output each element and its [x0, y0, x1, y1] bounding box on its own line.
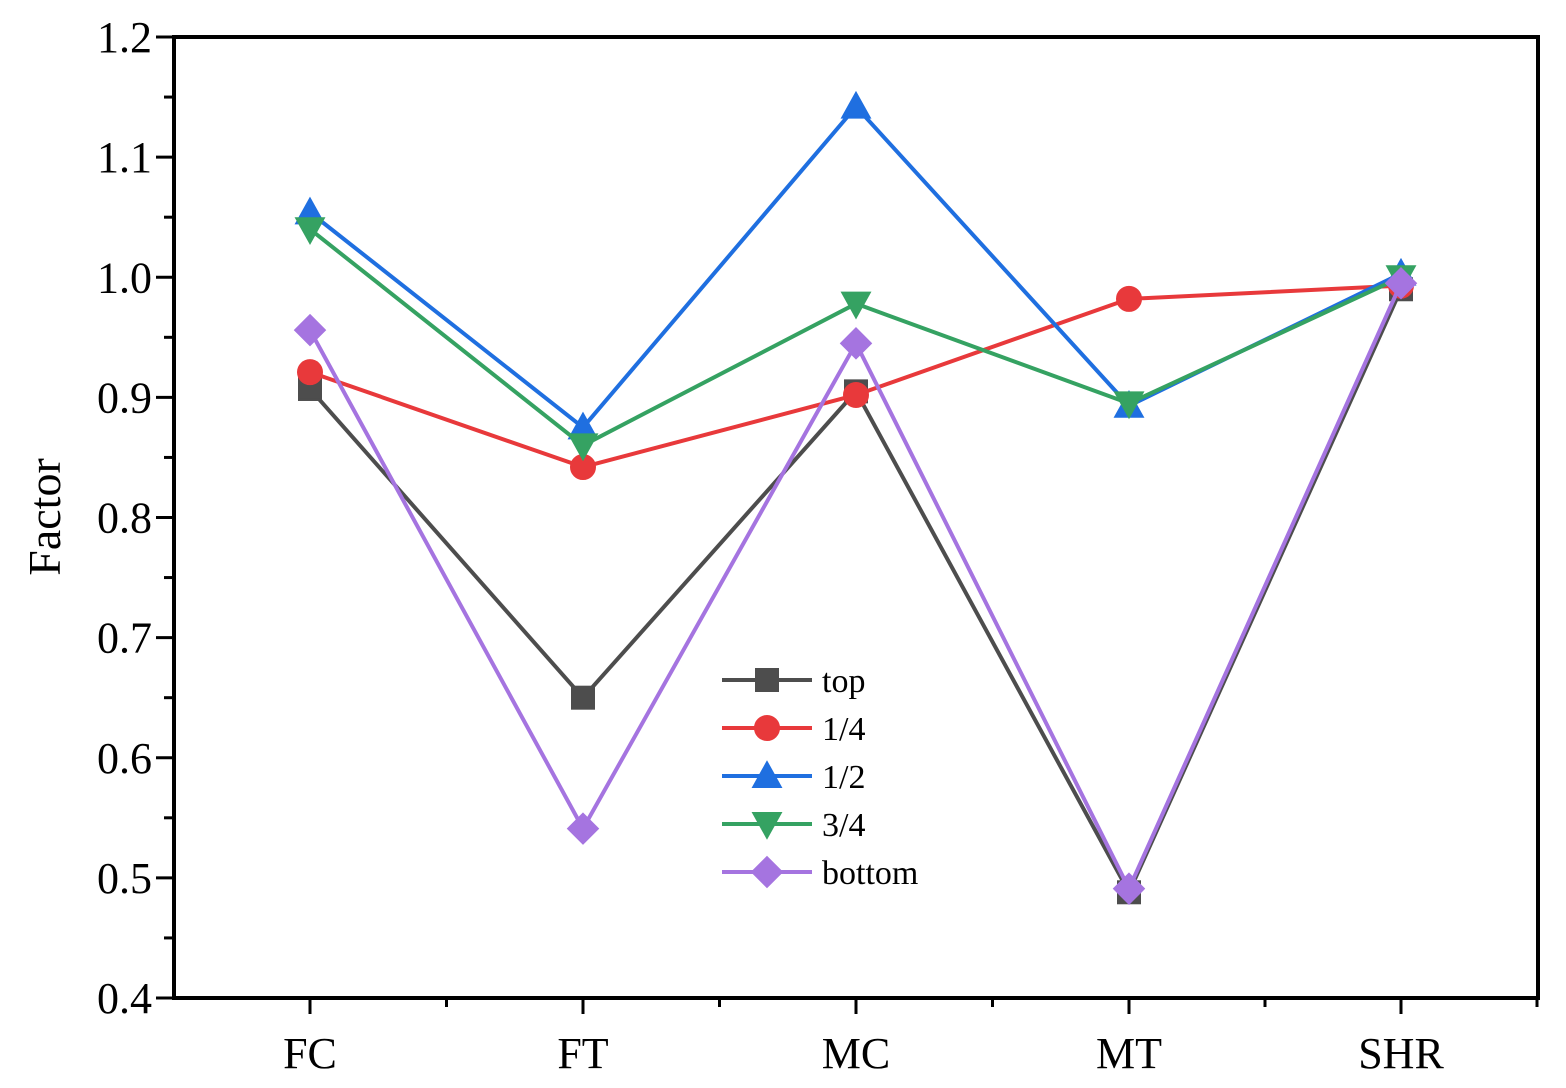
legend-marker — [751, 760, 783, 788]
legend-item: 1/2 — [722, 759, 865, 796]
legend-label: 3/4 — [822, 807, 865, 844]
data-point — [566, 812, 600, 845]
data-point — [297, 359, 323, 386]
legend-marker — [751, 812, 783, 840]
data-point — [293, 313, 327, 347]
y-axis-title: Factor — [19, 458, 70, 576]
x-tick-label: MT — [1096, 1029, 1162, 1078]
legend-marker — [755, 668, 779, 692]
data-point — [1384, 266, 1418, 300]
plot-area-frame — [172, 35, 1540, 1000]
data-point — [1112, 872, 1146, 905]
legend-marker — [754, 715, 780, 741]
x-axis-ticks: FC FT MC MT SHR — [283, 998, 1539, 1078]
x-tick-label: SHR — [1358, 1029, 1444, 1078]
legend-item: bottom — [722, 855, 918, 892]
legend-marker — [750, 855, 784, 889]
y-tick-label: 1.1 — [97, 133, 152, 182]
legend-label: top — [822, 663, 865, 700]
legend-item: 1/4 — [722, 711, 865, 748]
data-point — [567, 433, 599, 462]
legend-label: 1/4 — [822, 711, 865, 748]
data-point — [294, 217, 326, 246]
legend-label: 1/2 — [822, 759, 865, 796]
x-tick-label: FC — [283, 1029, 337, 1078]
series-line — [308, 104, 1402, 430]
y-tick-label: 1.0 — [97, 253, 152, 302]
y-tick-label: 0.4 — [97, 974, 152, 1023]
data-point — [1116, 285, 1142, 312]
x-tick-label: MC — [822, 1029, 890, 1078]
series-bottom — [293, 266, 1418, 905]
y-tick-label: 0.9 — [97, 373, 152, 422]
data-point — [571, 685, 595, 710]
data-point — [839, 327, 873, 360]
legend-label: bottom — [822, 855, 918, 892]
y-tick-label: 0.6 — [97, 734, 152, 783]
data-point — [1113, 391, 1145, 420]
data-point — [840, 90, 872, 119]
legend-item: 3/4 — [722, 807, 865, 844]
y-tick-label: 1.2 — [97, 13, 152, 62]
legend: top 1/4 1/2 3/4 bottom — [722, 663, 918, 892]
series-layer — [293, 90, 1418, 905]
y-axis-ticks: 0.4 0.5 0.6 0.7 0.8 0.9 1.0 1.1 1.2 — [97, 13, 174, 1023]
data-point — [840, 291, 872, 320]
y-tick-label: 0.5 — [97, 854, 152, 903]
legend-item: top — [722, 663, 865, 700]
y-tick-label: 0.8 — [97, 494, 152, 543]
data-point — [843, 381, 869, 408]
series-line — [308, 282, 1403, 891]
y-tick-label: 0.7 — [97, 614, 152, 663]
x-tick-label: FT — [557, 1029, 608, 1078]
